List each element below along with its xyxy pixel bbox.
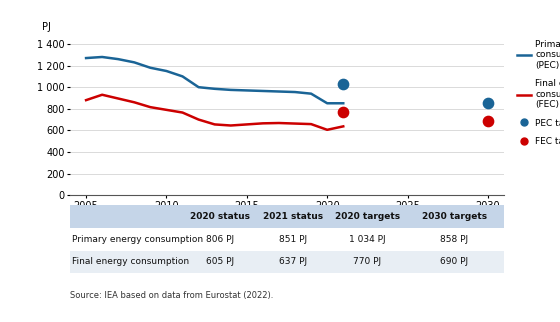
FancyBboxPatch shape	[70, 204, 183, 228]
Point	[483, 118, 492, 123]
Text: 690 PJ: 690 PJ	[440, 258, 468, 267]
Text: Primary energy consumption: Primary energy consumption	[72, 234, 203, 243]
Text: Source: IEA based on data from Eurostat (2022).: Source: IEA based on data from Eurostat …	[70, 291, 273, 300]
Text: Final energy consumption: Final energy consumption	[72, 258, 189, 267]
FancyBboxPatch shape	[330, 204, 404, 228]
Text: 605 PJ: 605 PJ	[206, 258, 234, 267]
Point	[339, 109, 348, 115]
FancyBboxPatch shape	[183, 204, 256, 228]
Y-axis label: PJ: PJ	[41, 23, 50, 33]
Text: 2030 targets: 2030 targets	[422, 212, 487, 221]
Text: 770 PJ: 770 PJ	[353, 258, 381, 267]
Text: 858 PJ: 858 PJ	[440, 234, 468, 243]
FancyBboxPatch shape	[404, 204, 504, 228]
Text: 851 PJ: 851 PJ	[279, 234, 307, 243]
Legend: Primary energy
consumption
(PEC), Final energy
consumption
(FEC), PEC target, FE: Primary energy consumption (PEC), Final …	[517, 40, 560, 146]
Text: IEA.CC BY 4.0.: IEA.CC BY 4.0.	[444, 226, 504, 235]
Text: 2021 status: 2021 status	[263, 212, 324, 221]
FancyBboxPatch shape	[70, 251, 504, 273]
Text: 806 PJ: 806 PJ	[206, 234, 234, 243]
Text: 637 PJ: 637 PJ	[279, 258, 307, 267]
Point	[339, 81, 348, 86]
Text: 2020 status: 2020 status	[190, 212, 250, 221]
Text: 2020 targets: 2020 targets	[335, 212, 400, 221]
FancyBboxPatch shape	[70, 228, 504, 251]
Point	[483, 100, 492, 105]
FancyBboxPatch shape	[256, 204, 330, 228]
Text: 1 034 PJ: 1 034 PJ	[349, 234, 386, 243]
